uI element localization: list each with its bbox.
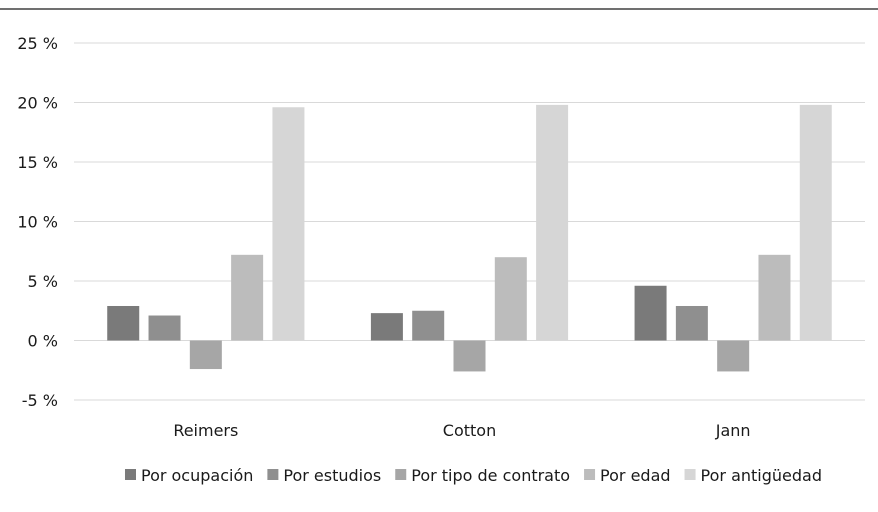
y-tick-label: 20 %: [17, 94, 58, 113]
bar: [453, 340, 486, 372]
bar: [148, 315, 181, 341]
legend-item: Por ocupación: [124, 466, 253, 485]
y-tick-label: 0 %: [28, 332, 58, 351]
bar: [412, 310, 445, 341]
legend-label: Por edad: [600, 466, 671, 485]
bar: [272, 107, 305, 341]
legend-swatch: [684, 469, 696, 480]
legend-item: Por edad: [584, 466, 671, 485]
legend: Por ocupación Por estudios Por tipo de con…: [124, 466, 822, 485]
legend-item: Por estudios: [267, 466, 381, 485]
y-tick-label: -5 %: [22, 391, 58, 410]
legend-label: Por antigüedad: [701, 466, 822, 485]
y-tick-label: 10 %: [17, 213, 58, 232]
bar: [231, 254, 264, 341]
bar: [799, 104, 832, 341]
bar: [494, 257, 527, 341]
legend-item: Por antigüedad: [684, 466, 822, 485]
bars: [107, 104, 832, 372]
bar: [758, 254, 791, 341]
x-category-label: Reimers: [173, 421, 238, 440]
x-category-label: Jann: [715, 421, 751, 440]
bar: [107, 305, 140, 341]
legend-item: Por tipo de contrato: [395, 466, 570, 485]
bar: [189, 340, 222, 370]
legend-swatch: [267, 469, 279, 480]
bar: [370, 313, 403, 341]
y-axis-ticks: 25 % 20 % 15 % 10 % 5 % 0 % -5 %: [17, 34, 58, 410]
bar: [675, 305, 708, 341]
legend-swatch: [395, 469, 407, 480]
bar: [536, 104, 569, 341]
x-axis-categories: Reimers Cotton Jann: [173, 421, 750, 440]
bar: [717, 340, 750, 372]
x-category-label: Cotton: [443, 421, 496, 440]
legend-label: Por estudios: [283, 466, 381, 485]
y-tick-label: 5 %: [28, 272, 58, 291]
legend-label: Por tipo de contrato: [411, 466, 570, 485]
legend-swatch: [124, 469, 136, 480]
bar: [634, 285, 667, 341]
legend-swatch: [584, 469, 596, 480]
y-tick-label: 25 %: [17, 34, 58, 53]
y-tick-label: 15 %: [17, 153, 58, 172]
legend-label: Por ocupación: [141, 466, 253, 485]
